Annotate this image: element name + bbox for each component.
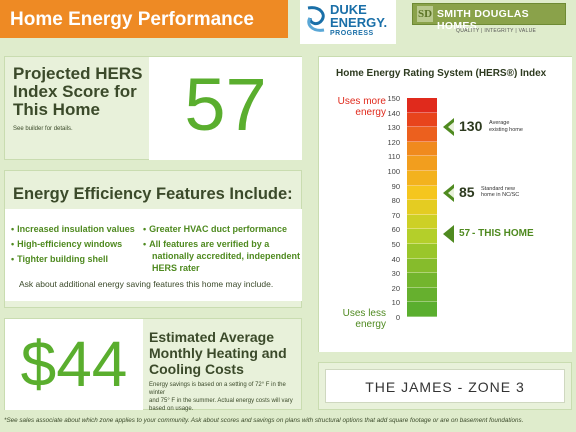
scale-tick-label: 140 bbox=[387, 108, 400, 118]
scale-tick-label: 50 bbox=[391, 240, 400, 249]
hers-score-title: Projected HERS Index Score for This Home bbox=[13, 64, 143, 119]
sd-tagline: QUALITY | INTEGRITY | VALUE bbox=[456, 28, 537, 34]
marker-arrow-inner bbox=[448, 187, 454, 198]
scale-segment bbox=[407, 141, 437, 157]
hers-chart-panel bbox=[318, 56, 572, 352]
scale-tick-label: 100 bbox=[387, 167, 400, 176]
feature-item: • Increased insulation values bbox=[11, 224, 135, 234]
marker-arrow-icon bbox=[443, 224, 454, 243]
feature-item: • Tighter building shell bbox=[11, 254, 108, 264]
scale-segment bbox=[407, 112, 437, 128]
cost-box: $44 bbox=[5, 319, 143, 410]
scale-tick-label: 70 bbox=[391, 210, 400, 220]
hers-score-note: See builder for details. bbox=[13, 126, 73, 132]
scale-tick-label: 120 bbox=[387, 137, 400, 147]
scale-tick-label: 110 bbox=[388, 152, 400, 162]
cost-note: Energy savings is based on a setting of … bbox=[149, 382, 293, 412]
marker-label: Standard new home in NC/SC bbox=[481, 185, 520, 199]
features-box: • Increased insulation values • High-effic… bbox=[5, 209, 302, 301]
features-footer: Ask about additional energy saving featu… bbox=[19, 279, 274, 289]
scale-segment bbox=[407, 229, 437, 244]
scale-segment bbox=[407, 273, 437, 288]
scale-tick-label: 30 bbox=[391, 269, 400, 279]
cost-value: $44 bbox=[20, 328, 128, 400]
sd-name: SMITH DOUGLAS HOMES bbox=[437, 8, 529, 32]
footnote: *See sales associate about which zone ap… bbox=[4, 417, 524, 424]
scale-tick-label: 60 bbox=[391, 225, 400, 235]
feature-item: • High-efficiency windows bbox=[11, 239, 123, 249]
zone-box: THE JAMES - ZONE 3 bbox=[325, 369, 565, 403]
scale-segment bbox=[407, 200, 437, 215]
hers-chart-box bbox=[319, 57, 572, 352]
features-heading: Energy Efficiency Features Include: bbox=[13, 185, 293, 203]
duke-logo-text: DUKE ENERGY. bbox=[330, 2, 388, 30]
scale-segment bbox=[407, 214, 437, 230]
scale-segment bbox=[407, 302, 437, 317]
scale-segment bbox=[407, 156, 437, 171]
scale-segment bbox=[407, 98, 437, 113]
feature-item: • Greater HVAC duct performance bbox=[143, 224, 288, 234]
scale-segment bbox=[407, 287, 437, 303]
chart-top-label: Uses more energy bbox=[337, 96, 386, 118]
scale-segment bbox=[407, 185, 437, 201]
scale-tick-label: 40 bbox=[391, 254, 400, 264]
sd-logo-box: SD SMITH DOUGLAS HOMES bbox=[412, 3, 566, 32]
feature-list-right: • Greater HVAC duct performance • All feat… bbox=[143, 224, 301, 273]
scale-segment bbox=[407, 244, 437, 259]
features-panel: Energy Efficiency Features Include: • Inc… bbox=[4, 170, 302, 308]
duke-energy-logo: DUKE ENERGY. PROGRESS bbox=[300, 0, 396, 44]
scale-tick-label: 10 bbox=[391, 298, 400, 308]
hers-score-panel: Projected HERS Index Score for This Home… bbox=[4, 56, 302, 160]
scale-tick-label: 20 bbox=[391, 283, 400, 293]
page-title-text: Home Energy Performance bbox=[10, 9, 254, 30]
page-title: Home Energy Performance bbox=[0, 0, 288, 38]
scale-tick-label: 150 bbox=[387, 94, 400, 103]
marker-label: - THIS HOME bbox=[472, 227, 534, 239]
scale-segment bbox=[407, 171, 437, 186]
scale-tick-label: 90 bbox=[391, 181, 400, 191]
hers-score-box: 57 bbox=[149, 57, 302, 160]
chart-title: Home Energy Rating System (HERS®) Index bbox=[336, 68, 547, 79]
scale-tick-label: 0 bbox=[395, 313, 400, 322]
feature-item: • All features are verified by a bbox=[143, 239, 270, 249]
cost-panel: $44 Estimated Average Monthly Heating an… bbox=[4, 318, 302, 412]
scale-tick-label: 80 bbox=[391, 196, 400, 206]
sd-monogram: SD bbox=[417, 6, 433, 22]
zone-label: THE JAMES - ZONE 3 bbox=[365, 379, 525, 395]
zone-panel: THE JAMES - ZONE 3 bbox=[318, 362, 572, 410]
marker-value: 130 bbox=[459, 118, 483, 135]
feature-list-left: • Increased insulation values • High-effic… bbox=[11, 223, 135, 265]
cost-title: Estimated Average Monthly Heating and Co… bbox=[149, 329, 287, 377]
marker-arrow-inner bbox=[448, 122, 454, 133]
duke-logo-sub: PROGRESS bbox=[330, 30, 374, 37]
marker-value: 85 bbox=[459, 183, 475, 200]
marker-value: 57 bbox=[459, 227, 471, 239]
chart-bottom-label: Uses less energy bbox=[342, 308, 386, 330]
smith-douglas-logo: SD SMITH DOUGLAS HOMES QUALITY | INTEGRI… bbox=[412, 3, 566, 41]
marker-label: Average existing home bbox=[489, 120, 523, 133]
scale-segment bbox=[407, 127, 437, 142]
scale-tick-label: 130 bbox=[387, 123, 400, 133]
hers-score-value: 57 bbox=[184, 63, 267, 146]
scale-segment bbox=[407, 258, 437, 274]
duke-swirl-icon bbox=[307, 6, 325, 32]
